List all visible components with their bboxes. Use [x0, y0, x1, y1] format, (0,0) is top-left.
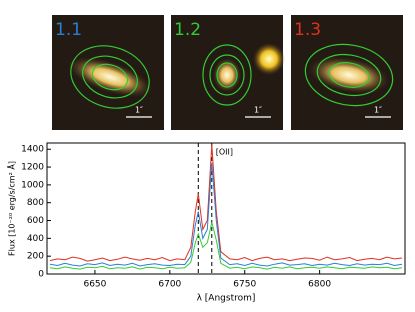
- y-tick-label: 1400: [21, 145, 44, 155]
- series-line: [49, 162, 403, 267]
- scale-label: 1″: [254, 106, 262, 115]
- scale-label: 1″: [374, 106, 382, 115]
- x-axis-label: λ [Angstrom]: [197, 294, 256, 304]
- image-panel: 1.1 1″: [52, 15, 164, 130]
- contour: [304, 43, 394, 107]
- plot-frame: [46, 142, 406, 275]
- contour: [328, 62, 370, 88]
- contour: [216, 62, 238, 88]
- y-tick-label: 800: [27, 198, 44, 208]
- galaxy: [307, 56, 391, 94]
- y-tick-label: 1200: [21, 163, 44, 173]
- series-line: [49, 144, 403, 262]
- contour: [91, 63, 129, 91]
- star: [253, 43, 285, 75]
- contour: [316, 53, 382, 97]
- panel-label: 1.3: [294, 20, 321, 40]
- contour: [209, 54, 245, 96]
- galaxy: [67, 56, 153, 98]
- y-axis-label: Flux [10⁻²⁰ erg/s/cm² Å]: [6, 161, 17, 256]
- series-line: [49, 222, 403, 270]
- y-tick-label: 0: [38, 270, 44, 280]
- y-tick-label: 600: [27, 216, 44, 226]
- contour: [70, 45, 150, 109]
- image-panel: 1.3 1″: [291, 15, 403, 130]
- scale-label: 1″: [135, 106, 143, 115]
- panel-label: 1.2: [174, 20, 201, 40]
- contour: [82, 55, 138, 99]
- x-tick-label: 6750: [233, 280, 256, 290]
- panel-label: 1.1: [55, 20, 82, 40]
- image-panel: 1.2 1″: [171, 15, 285, 130]
- spectrum-plot: 0 200 400 600 800 1000 1200 1400 6650 6700 6750 680…: [6, 142, 406, 304]
- y-tick-label: 1000: [21, 180, 44, 190]
- y-tick-label: 200: [27, 252, 44, 262]
- x-tick-label: 6800: [308, 280, 331, 290]
- annotation: [OII]: [216, 148, 233, 157]
- contour: [202, 44, 252, 106]
- image-panels: 1.1 1″ 1.2 1″ 1.3 1″: [52, 15, 403, 130]
- y-tick-label: 400: [27, 234, 44, 244]
- x-tick-label: 6700: [158, 280, 181, 290]
- x-tick-label: 6650: [83, 280, 106, 290]
